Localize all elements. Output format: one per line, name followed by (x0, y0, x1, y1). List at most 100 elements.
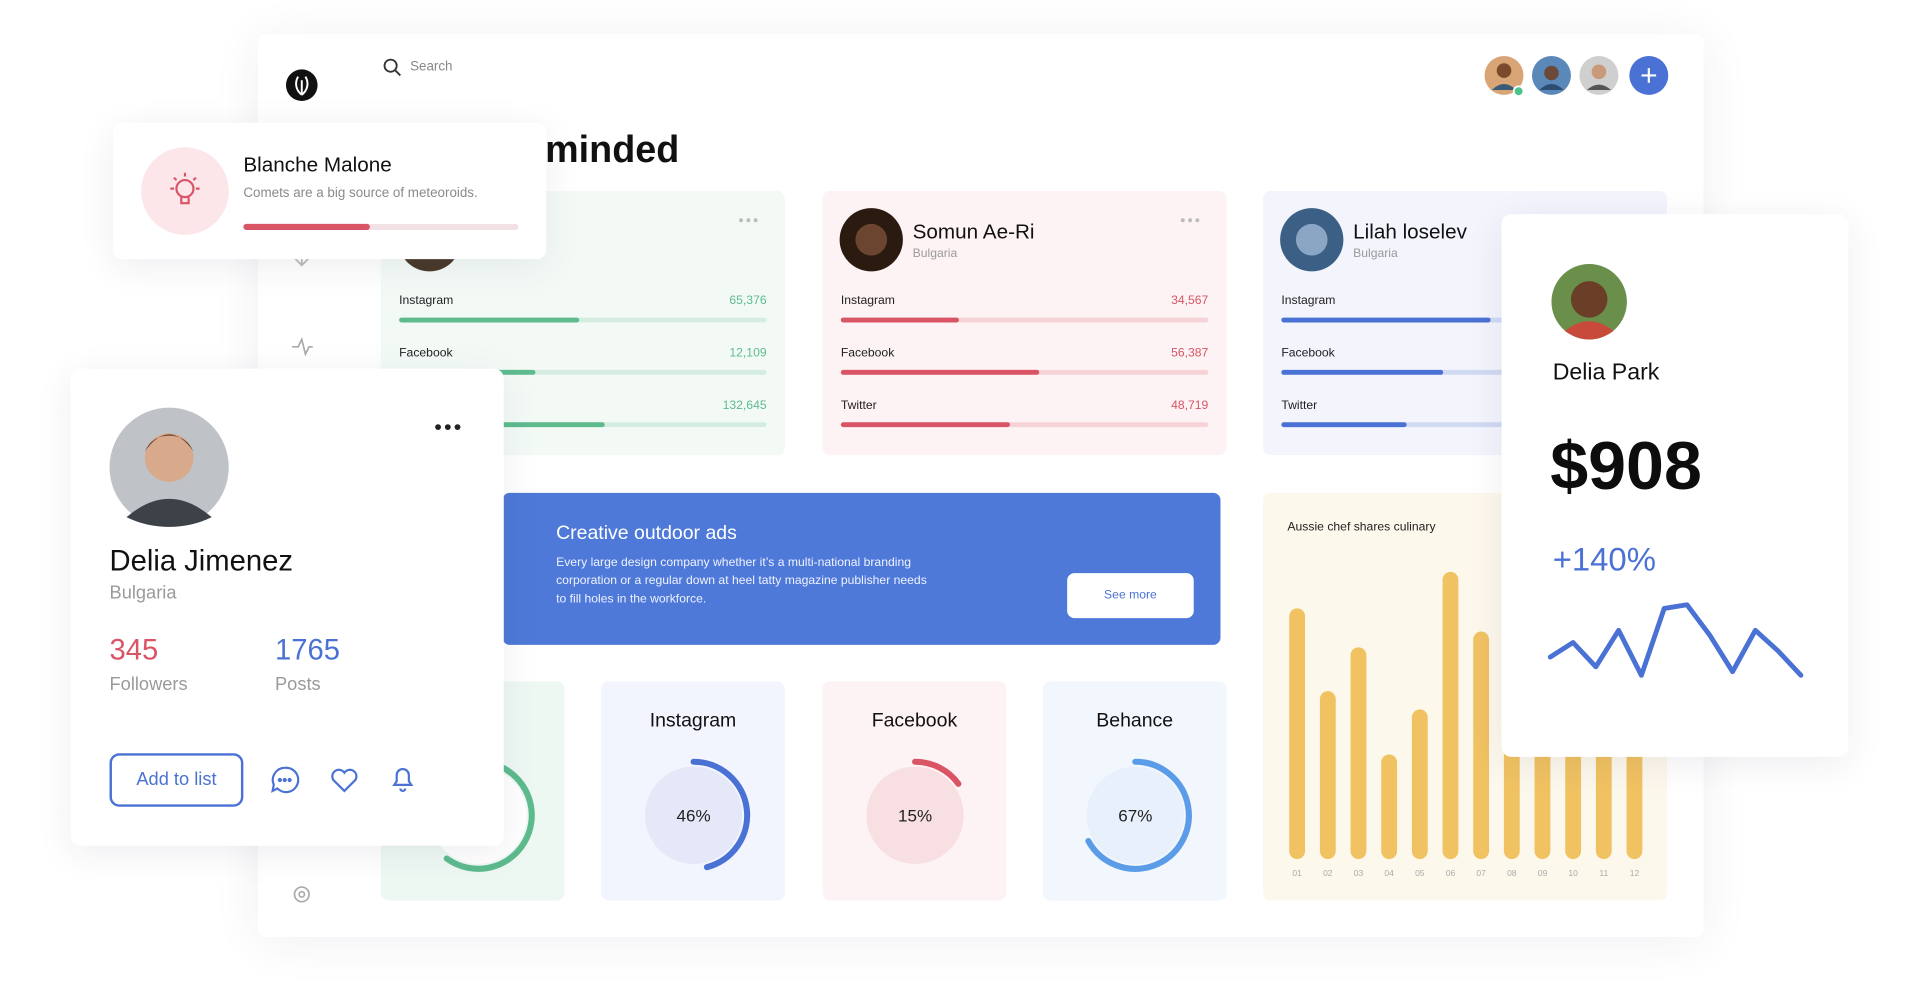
bar (1289, 608, 1306, 860)
progress-fill (840, 317, 959, 323)
row-value: 56,387 (1171, 346, 1209, 361)
x-tick-label: 05 (1415, 868, 1425, 878)
profile-card: Delia Jimenez Bulgaria 345 Followers 176… (70, 368, 504, 846)
bar (1319, 691, 1336, 860)
sidebar-icon[interactable] (292, 337, 313, 357)
donut-title: Facebook (871, 710, 958, 732)
row-label: Instagram (1281, 294, 1336, 308)
row-value: 12,109 (729, 346, 767, 361)
row-label: Instagram (399, 294, 454, 308)
bar (1595, 725, 1612, 860)
donut-title: Instagram (649, 710, 737, 732)
see-more-button[interactable]: See more (1067, 573, 1194, 619)
progress-fill (243, 223, 370, 230)
avatar-face (855, 223, 888, 256)
donut-arc (912, 758, 962, 787)
followers-label: Followers (109, 674, 188, 695)
person-name: Lilah loselev (1353, 220, 1467, 244)
donut-card: Behance 67% (1042, 681, 1227, 901)
bar (1473, 631, 1490, 860)
donut: 46% (644, 758, 751, 871)
person-country: Bulgaria (912, 247, 958, 261)
message-icon[interactable] (271, 766, 300, 794)
donut-value: 15% (898, 806, 932, 825)
card-graphics (839, 208, 1200, 272)
row-label: Facebook (1281, 346, 1335, 361)
bell-icon[interactable] (392, 767, 414, 793)
progress-fill (840, 369, 1040, 375)
progress-track (840, 369, 1209, 375)
more-dot (1195, 218, 1200, 223)
progress-fill (399, 317, 580, 323)
person-country: Bulgaria (1353, 247, 1398, 261)
bar (1350, 647, 1367, 860)
donut-value: 46% (677, 806, 711, 825)
bar (1442, 571, 1459, 860)
donut-card: Facebook 15% (822, 681, 1007, 901)
person-name: Delia Park (1552, 360, 1660, 386)
x-tick-label: 03 (1354, 868, 1364, 878)
donut: 67% (1085, 758, 1192, 872)
earnings-card: Delia Park $908 +140% (1501, 214, 1849, 757)
amount: $908 (1550, 427, 1702, 504)
avatar-face (1295, 223, 1328, 256)
page-heading: minded (545, 127, 680, 171)
person-name: Blanche Malone (243, 153, 392, 177)
x-tick-label: 12 (1630, 868, 1640, 878)
progress-fill (1281, 317, 1491, 323)
row-label: Twitter (1281, 399, 1318, 413)
progress-fill (840, 422, 1010, 428)
bar (1411, 709, 1428, 860)
team-avatars[interactable] (1484, 55, 1619, 98)
x-tick-label: 01 (1292, 868, 1302, 878)
card-graphics (1280, 208, 1640, 272)
search-input[interactable]: Search (410, 59, 453, 75)
posts-count: 1765 (275, 633, 340, 667)
donut-title: Behance (1096, 710, 1174, 732)
progress-fill (1281, 422, 1407, 428)
banner: Creative outdoor ads Every large design … (502, 492, 1221, 645)
x-tick-label: 10 (1568, 868, 1578, 878)
more-dot (739, 218, 744, 223)
settings-icon[interactable] (293, 886, 310, 903)
more-dot (746, 218, 751, 223)
banner-text: Every large design company whether it’s … (556, 556, 911, 570)
bulb-icon (141, 147, 229, 235)
x-tick-label: 07 (1476, 868, 1486, 878)
x-tick-label: 08 (1507, 868, 1517, 878)
donut-card: Instagram 46% (601, 681, 785, 901)
more-dot (753, 218, 758, 223)
add-button[interactable] (1629, 55, 1669, 95)
change: +140% (1552, 541, 1656, 578)
x-tick-label: 11 (1599, 868, 1608, 878)
profile-stat-card: Somun Ae-Ri Bulgaria Instagram 34,567 Facebo… (822, 191, 1227, 456)
search-icon[interactable] (383, 58, 401, 77)
profile-graphics (109, 407, 461, 794)
more-dot (1180, 218, 1185, 223)
like-icon[interactable] (331, 768, 358, 793)
progress-fill (1281, 369, 1444, 375)
progress-track (399, 317, 767, 323)
donut-value: 67% (1118, 806, 1152, 825)
banner-text: corporation or a regular down at heel ta… (556, 574, 927, 588)
progress-track (1281, 369, 1649, 375)
more-menu[interactable] (435, 424, 461, 431)
progress-track (1281, 317, 1649, 323)
row-value: 132,645 (722, 399, 767, 413)
person-note: Comets are a big source of meteoroids. (243, 186, 478, 201)
donut-inner (1086, 766, 1184, 864)
bar (1381, 754, 1398, 860)
x-tick-label: 04 (1384, 868, 1394, 878)
progress-track (1281, 422, 1649, 428)
x-tick-label: 09 (1538, 868, 1548, 878)
progress-track (840, 317, 1209, 323)
add-to-list-button[interactable]: Add to list (109, 753, 244, 807)
progress-track (840, 422, 1209, 428)
row-label: Facebook (399, 346, 453, 361)
followers-count: 345 (109, 633, 159, 667)
donut-arc (443, 758, 535, 872)
person-name: Delia Jimenez (109, 545, 293, 578)
earnings-graphics (1547, 264, 1804, 678)
x-tick-label: 06 (1446, 868, 1456, 878)
